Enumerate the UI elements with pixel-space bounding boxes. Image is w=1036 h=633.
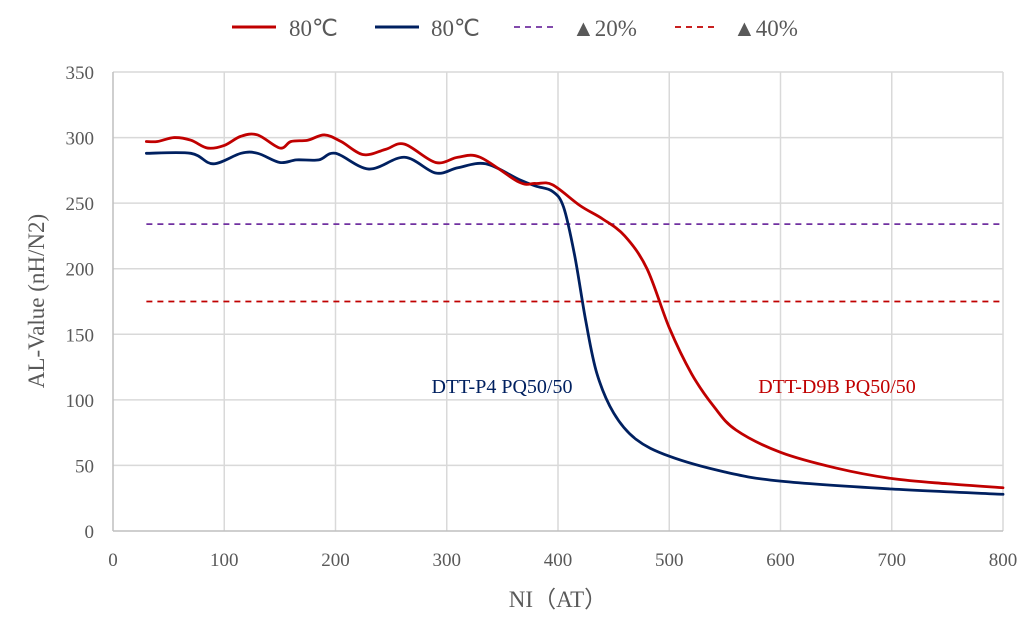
x-tick-label: 200 [321, 550, 350, 571]
legend-label: ▲20% [572, 16, 637, 41]
x-tick-label: 300 [433, 550, 462, 571]
series-group [144, 132, 1005, 496]
y-axis-title: AL-Value (nH/N2) [24, 214, 49, 388]
y-tick-label: 0 [85, 522, 95, 543]
y-tick-label: 300 [66, 129, 95, 150]
series-line-0 [144, 132, 1005, 490]
legend-label: 80℃ [431, 16, 480, 41]
x-tick-label: 500 [655, 550, 684, 571]
legend-label: ▲40% [733, 16, 798, 41]
axes [112, 72, 1003, 532]
y-tick-label: 50 [75, 456, 94, 477]
x-axis-title: NI（AT） [509, 587, 607, 612]
y-tick-label: 200 [66, 260, 95, 281]
y-tick-label: 350 [66, 63, 95, 84]
y-tick-label: 100 [66, 391, 95, 412]
x-tick-label: 700 [878, 550, 907, 571]
x-tick-label: 100 [210, 550, 239, 571]
x-tick-label: 0 [108, 550, 118, 571]
annotations: DTT-P4 PQ50/50 DTT-D9B PQ50/50 [432, 376, 916, 398]
x-tick-label: 400 [544, 550, 573, 571]
legend: 80℃ 80℃ ▲20% ▲40% [232, 16, 798, 41]
legend-label: 80℃ [289, 16, 338, 41]
x-tick-label: 600 [766, 550, 795, 571]
x-tick-label: 800 [989, 550, 1018, 571]
y-tick-label: 250 [66, 194, 95, 215]
ticks: 0 50 100 150 200 250 300 350 0 100 200 300 400 500 600… [66, 63, 1018, 571]
y-tick-label: 150 [66, 325, 95, 346]
annotation-label: DTT-P4 PQ50/50 [432, 376, 573, 398]
annotation-label: DTT-D9B PQ50/50 [758, 376, 916, 398]
series-line-1 [144, 150, 1005, 496]
